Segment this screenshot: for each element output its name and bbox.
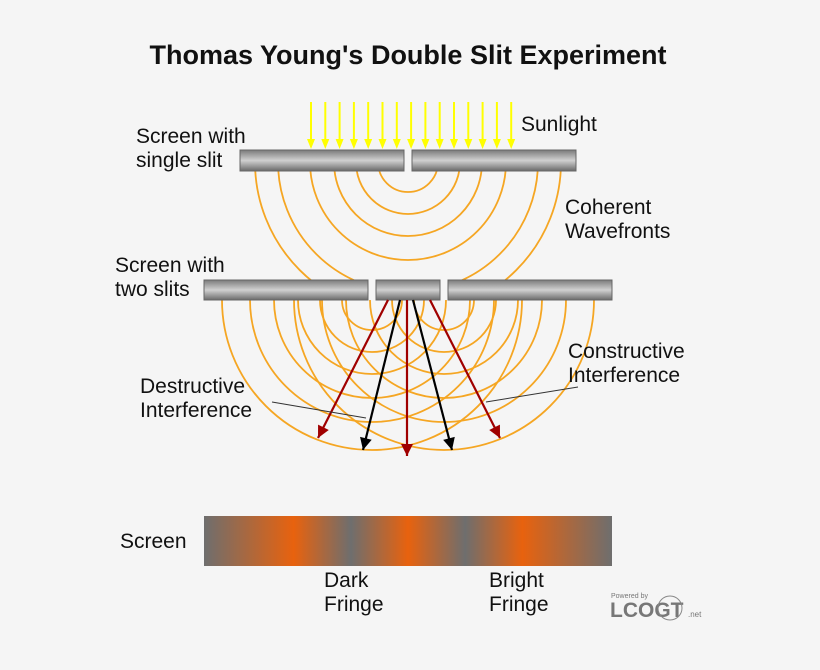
wavefront-arc [333,170,483,237]
ray-arrowhead [443,436,455,450]
sunlight-arrowhead [392,139,401,149]
wavefront-arc [221,300,523,451]
screen-label: Screen [120,530,187,553]
constructive-label-1: Constructive [568,340,685,363]
sunlight-arrowhead [450,139,458,149]
sunlight-arrowhead [335,139,344,149]
wavefront-arc [293,300,595,451]
two-slits-label-1: Screen with [115,254,225,277]
destructive-pointer [271,401,367,419]
single-slit-screen-right [411,149,577,172]
sunlight-arrowhead [507,139,516,149]
sunlight-arrowhead [349,139,358,149]
wavefront-arc [378,170,438,193]
interference-ray [361,299,402,451]
ray-arrowhead [401,444,413,456]
coherent-wavefronts [254,170,562,282]
single-slit-label-1: Screen with [136,125,246,148]
coherent-label-2: Wavefronts [565,220,670,243]
sunlight-arrowhead [407,139,416,149]
two-slit-screen-right [447,279,613,301]
sunlight-rays [307,102,516,149]
sunlight-label: Sunlight [521,113,597,136]
interference-ray [317,299,389,439]
sunlight-arrowhead [478,139,487,149]
two-slit-screen-middle [375,279,441,301]
dark-fringe-label-1: Dark [324,569,369,592]
wavefront-arc [369,300,519,375]
interference-ray [429,299,501,439]
coherent-label-1: Coherent [565,196,652,219]
lcogt-logo: Powered by LCOGT .net [610,593,702,622]
sunlight-arrowhead [435,139,444,149]
diagram-title: Thomas Young's Double Slit Experiment [150,40,667,70]
bright-fringe-label-1: Bright [489,569,544,592]
two-slits-label-2: two slits [115,278,190,301]
constructive-pointer [485,386,579,403]
wavefront-arc [309,170,507,261]
dark-fringe-label-2: Fringe [324,593,384,616]
fringe-screen [204,516,612,566]
destructive-label-1: Destructive [140,375,245,398]
constructive-label-2: Interference [568,364,680,387]
logo-powered-by: Powered by [611,593,648,600]
sunlight-arrowhead [378,139,387,149]
logo-suffix: .net [688,610,702,619]
bright-fringe-label-2: Fringe [489,593,549,616]
wavefront-arc [319,300,425,353]
destructive-label-2: Interference [140,399,252,422]
sunlight-arrowhead [307,139,315,149]
single-slit-screen-left [239,149,405,172]
single-slit-label-2: single slit [136,149,223,172]
ray-arrowhead [360,436,372,450]
wavefront-arc [355,170,461,215]
wavefront-arc [297,300,447,375]
ray-arrowhead [318,424,329,438]
sunlight-arrowhead [421,139,430,149]
sunlight-arrowhead [364,139,373,149]
interference-rays [317,299,501,456]
sunlight-arrowhead [321,139,330,149]
sunlight-arrowhead [464,139,473,149]
wavefront-arc [391,300,497,353]
globe-icon [657,595,683,621]
wavefront-arc [249,300,495,423]
wavefront-arc [345,300,543,399]
logo-name: LCOGT [610,599,684,622]
ray-arrowhead [489,424,500,438]
two-slit-screen-left [203,279,369,301]
interference-ray [411,299,454,451]
sunlight-arrowhead [492,139,501,149]
